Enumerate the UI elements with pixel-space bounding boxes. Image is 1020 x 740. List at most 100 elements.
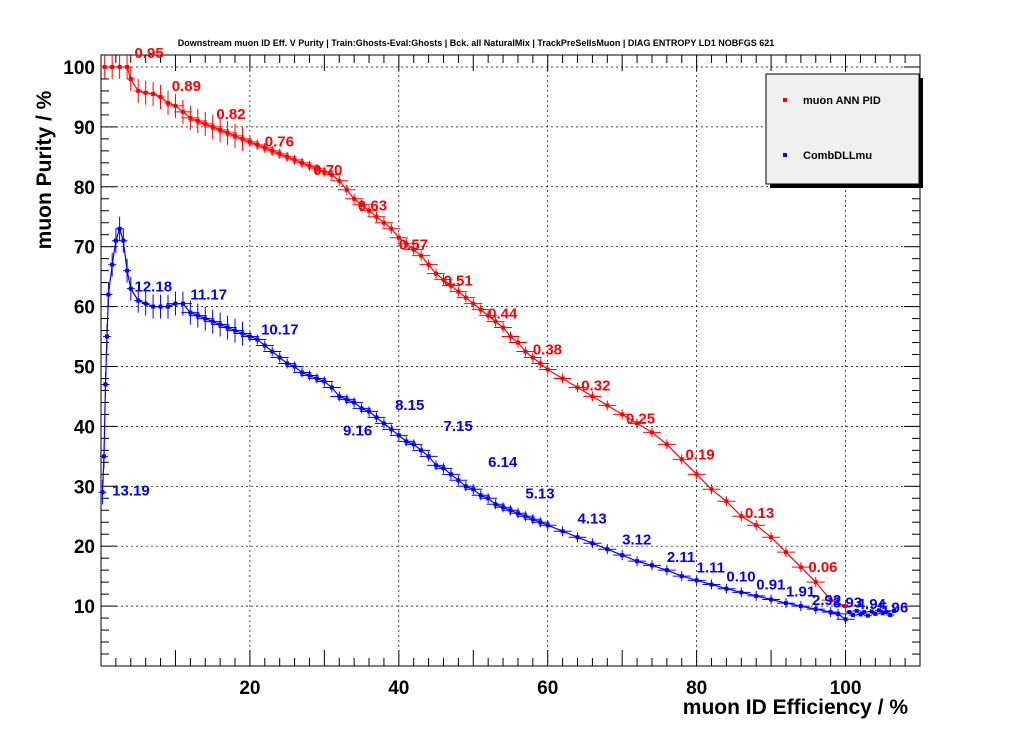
data-point (843, 617, 848, 622)
data-point (104, 334, 109, 339)
data-point (100, 490, 105, 495)
x-axis-ticks: 20 40 60 80 100 (239, 678, 861, 699)
data-point (322, 379, 327, 384)
data-point (635, 421, 640, 426)
y-tick-label: 60 (74, 298, 95, 319)
data-point (103, 382, 108, 387)
series-ann (100, 54, 855, 612)
data-point (560, 529, 565, 534)
data-point (117, 226, 122, 231)
data-point (877, 608, 882, 613)
data-point (798, 604, 803, 609)
data-point (203, 316, 208, 321)
data-point (344, 187, 349, 192)
x-axis-label: muon ID Efficiency / % (683, 696, 909, 719)
data-point (136, 88, 141, 93)
threshold-label: 0.19 (685, 446, 714, 463)
data-point (411, 442, 416, 447)
data-point (158, 304, 163, 309)
data-point (255, 142, 260, 147)
data-point (679, 457, 684, 462)
data-point (225, 130, 230, 135)
threshold-label: 9.16 (343, 422, 372, 439)
data-point (709, 582, 714, 587)
data-point (270, 148, 275, 153)
data-point (493, 319, 498, 324)
data-point (664, 568, 669, 573)
data-point (344, 397, 349, 402)
data-point (813, 580, 818, 585)
data-point (471, 301, 476, 306)
data-point (180, 109, 185, 114)
data-point (136, 298, 141, 303)
data-point (277, 355, 282, 360)
threshold-label: 0.06 (808, 559, 837, 576)
threshold-label: 0.51 (443, 273, 472, 290)
data-point (493, 502, 498, 507)
data-point (374, 415, 379, 420)
data-point (396, 433, 401, 438)
data-point (411, 247, 416, 252)
data-point (448, 472, 453, 477)
x-tick-label: 100 (830, 678, 862, 699)
data-point (754, 593, 759, 598)
data-point (523, 514, 528, 519)
data-point (441, 466, 446, 471)
data-point (247, 139, 252, 144)
x-tick-label: 20 (239, 678, 260, 699)
legend-box (765, 73, 920, 185)
data-point (329, 385, 334, 390)
x-tick-label: 80 (686, 678, 707, 699)
data-point (359, 202, 364, 207)
data-point (605, 403, 610, 408)
data-point (374, 214, 379, 219)
data-point (724, 586, 729, 591)
y-tick-label: 90 (74, 118, 95, 139)
data-point (854, 608, 859, 613)
data-point (873, 611, 878, 616)
data-point (307, 373, 312, 378)
data-point (508, 334, 513, 339)
data-point (530, 355, 535, 360)
data-point (783, 601, 788, 606)
threshold-label: 0.32 (581, 377, 610, 394)
data-point (478, 493, 483, 498)
data-point (419, 448, 424, 453)
data-point (884, 610, 889, 615)
data-point (255, 337, 260, 342)
data-point (240, 331, 245, 336)
data-point (769, 597, 774, 602)
grid-lines (101, 55, 920, 666)
data-point (538, 361, 543, 366)
data-point (128, 286, 133, 291)
threshold-label: 0.10 (726, 569, 755, 586)
legend-marker-dll (783, 153, 787, 157)
data-point (166, 304, 171, 309)
y-axis-label: muon Purity / % (33, 90, 56, 249)
data-point (508, 508, 513, 513)
threshold-label: 5.96 (879, 600, 908, 617)
x-tick-label: 60 (537, 678, 558, 699)
y-tick-label: 70 (74, 238, 95, 259)
data-point (649, 563, 654, 568)
data-point (694, 578, 699, 583)
data-point (381, 421, 386, 426)
data-point (195, 118, 200, 123)
data-point (739, 590, 744, 595)
threshold-label: 0.25 (626, 410, 655, 427)
data-point (486, 496, 491, 501)
data-point (456, 289, 461, 294)
data-point (448, 283, 453, 288)
threshold-label: 11.17 (190, 286, 227, 303)
data-point (210, 319, 215, 324)
threshold-label: 10.17 (261, 322, 299, 339)
data-point (649, 430, 654, 435)
data-point (352, 196, 357, 201)
data-point (828, 610, 833, 615)
threshold-label: 12.18 (135, 279, 173, 296)
data-point (523, 349, 528, 354)
data-point (575, 535, 580, 540)
data-point (292, 364, 297, 369)
data-point (828, 598, 833, 603)
